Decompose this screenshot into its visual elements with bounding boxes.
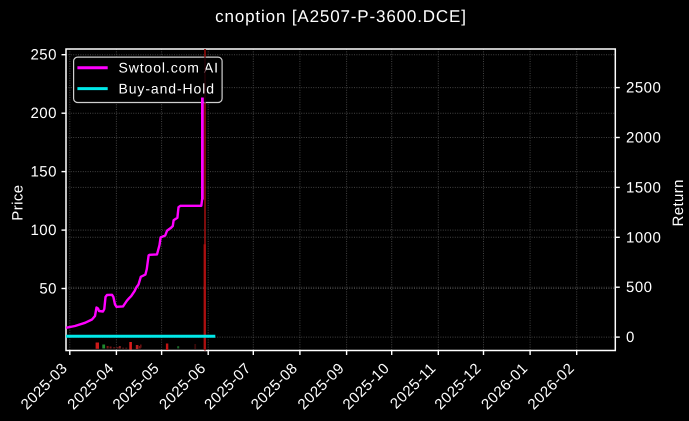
svg-text:2000: 2000 — [626, 130, 661, 147]
svg-text:50: 50 — [39, 281, 57, 298]
svg-text:Buy-and-Hold: Buy-and-Hold — [119, 80, 215, 96]
svg-text:Swtool.com AI: Swtool.com AI — [119, 60, 219, 76]
svg-text:1500: 1500 — [626, 179, 661, 196]
svg-text:0: 0 — [626, 329, 635, 346]
svg-text:2500: 2500 — [626, 80, 661, 97]
svg-text:200: 200 — [30, 105, 57, 122]
svg-text:500: 500 — [626, 279, 653, 296]
svg-text:Return: Return — [670, 179, 687, 226]
svg-text:100: 100 — [30, 222, 57, 239]
svg-text:250: 250 — [30, 47, 57, 64]
svg-text:Price: Price — [9, 185, 26, 221]
svg-text:cnoption [A2507-P-3600.DCE]: cnoption [A2507-P-3600.DCE] — [215, 7, 467, 26]
svg-text:150: 150 — [30, 164, 57, 181]
svg-text:1000: 1000 — [626, 229, 661, 246]
